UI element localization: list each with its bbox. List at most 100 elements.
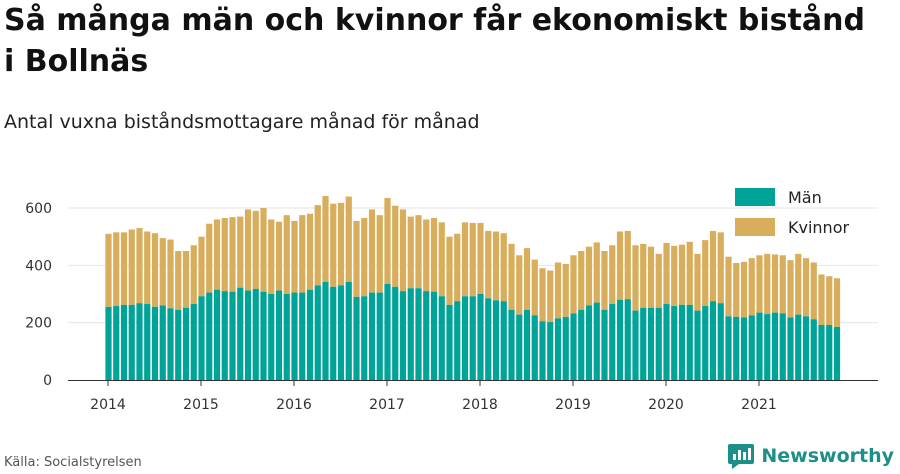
bar-segment-women bbox=[826, 276, 833, 325]
bar-segment-women bbox=[818, 274, 825, 325]
bar-segment-women bbox=[485, 230, 492, 299]
bar-segment-women bbox=[151, 233, 159, 307]
bar-segment-men bbox=[771, 312, 779, 380]
bar-segment-men bbox=[322, 281, 329, 380]
bar-segment-men bbox=[740, 317, 748, 380]
bar-segment-women bbox=[415, 215, 422, 289]
bar-segment-men bbox=[376, 292, 383, 380]
bar-segment-women bbox=[748, 258, 755, 316]
bar-segment-men bbox=[182, 307, 190, 380]
bar-segment-women bbox=[330, 203, 337, 287]
bar-segment-men bbox=[198, 296, 205, 380]
bar-segment-men bbox=[516, 314, 523, 380]
bar-segment-women bbox=[616, 231, 624, 300]
bar-segment-women bbox=[640, 243, 647, 308]
bar-segment-men bbox=[438, 296, 445, 380]
bar-segment-women bbox=[531, 259, 538, 316]
bar-segment-men bbox=[430, 291, 438, 380]
bar-segment-women bbox=[237, 216, 244, 288]
bar-segment-women bbox=[585, 246, 593, 306]
bar-segment-men bbox=[632, 310, 639, 380]
bar-segment-women bbox=[260, 208, 267, 292]
bar-segment-men bbox=[756, 312, 763, 380]
bar-segment-women bbox=[647, 246, 655, 308]
bar-segment-women bbox=[671, 245, 678, 307]
bar-segment-men bbox=[151, 306, 159, 380]
bar-segment-men bbox=[655, 307, 662, 380]
chart-title: Så många män och kvinnor får ekonomiskt … bbox=[4, 3, 865, 79]
bar-segment-men bbox=[833, 326, 841, 380]
bar-segment-women bbox=[686, 241, 693, 305]
bar-segment-women bbox=[105, 233, 112, 307]
bar-segment-women bbox=[244, 209, 252, 291]
bar-segment-women bbox=[283, 215, 290, 294]
bar-segment-women bbox=[717, 232, 724, 304]
bar-segment-women bbox=[764, 253, 771, 315]
bar-segment-women bbox=[175, 251, 182, 310]
bar-segment-men bbox=[275, 290, 283, 380]
bar-segment-men bbox=[554, 318, 562, 380]
bar-segment-men bbox=[446, 304, 453, 380]
bar-segment-men bbox=[244, 290, 252, 380]
x-tick-label: 2016 bbox=[276, 397, 312, 413]
bar-segment-men bbox=[190, 304, 197, 380]
bar-segment-women bbox=[578, 251, 585, 310]
bar-segment-men bbox=[570, 313, 577, 380]
bar-segment-women bbox=[833, 278, 841, 327]
bar-segment-women bbox=[570, 255, 577, 314]
bar-segment-men bbox=[136, 303, 143, 380]
bar-segment-men bbox=[764, 314, 771, 380]
bar-segment-men bbox=[361, 296, 368, 380]
bar-segment-women bbox=[601, 251, 608, 310]
bar-segment-women bbox=[438, 222, 445, 297]
bar-segment-women bbox=[795, 253, 802, 315]
bar-segment-women bbox=[500, 233, 507, 302]
bar-segment-women bbox=[624, 230, 631, 300]
y-tick-label: 600 bbox=[25, 201, 52, 217]
bar-segment-women bbox=[709, 230, 717, 302]
bar-segment-women bbox=[810, 262, 817, 320]
bar-segment-women bbox=[655, 253, 662, 308]
bar-segment-men bbox=[492, 300, 500, 380]
bar-segment-men bbox=[725, 316, 732, 380]
bar-segment-men bbox=[368, 292, 376, 380]
bar-segment-men bbox=[353, 296, 360, 380]
bar-segment-men bbox=[113, 306, 120, 380]
bar-segment-men bbox=[624, 299, 631, 380]
brand-logo: Newsworthy bbox=[727, 442, 894, 470]
bar-segment-women bbox=[740, 261, 748, 318]
bar-segment-women bbox=[353, 220, 360, 297]
bar-segment-men bbox=[407, 288, 414, 380]
bar-segment-women bbox=[291, 220, 298, 293]
legend-label-men: Män bbox=[788, 188, 822, 207]
bar-segment-men bbox=[454, 301, 461, 380]
bar-segment-women bbox=[694, 253, 701, 311]
bar-segment-women bbox=[144, 231, 151, 305]
bar-segment-men bbox=[469, 296, 476, 380]
bar-segment-women bbox=[361, 218, 368, 297]
bar-segment-women bbox=[190, 245, 197, 305]
bar-segment-men bbox=[779, 313, 786, 380]
bar-segment-men bbox=[678, 304, 686, 380]
bar-segment-men bbox=[523, 309, 531, 380]
bar-segment-women bbox=[756, 255, 763, 313]
bar-segment-men bbox=[461, 296, 469, 380]
bar-segment-men bbox=[477, 294, 484, 380]
bar-segment-women bbox=[446, 236, 453, 305]
x-tick-label: 2019 bbox=[555, 397, 591, 413]
bar-segment-men bbox=[547, 322, 554, 380]
bar-segment-men bbox=[175, 309, 182, 380]
bar-segment-women bbox=[221, 218, 228, 292]
bar-segment-women bbox=[213, 219, 221, 290]
bar-segment-men bbox=[702, 306, 709, 380]
x-tick-label: 2021 bbox=[741, 397, 777, 413]
bar-segment-women bbox=[787, 260, 794, 318]
bar-segment-women bbox=[368, 209, 376, 293]
bar-segment-women bbox=[492, 231, 500, 301]
legend-swatch-men bbox=[735, 188, 775, 206]
bar-segment-women bbox=[516, 255, 523, 315]
bar-segment-men bbox=[531, 315, 538, 380]
bar-segment-men bbox=[508, 309, 515, 380]
bar-segment-men bbox=[748, 315, 755, 380]
bar-segment-women bbox=[399, 209, 407, 292]
